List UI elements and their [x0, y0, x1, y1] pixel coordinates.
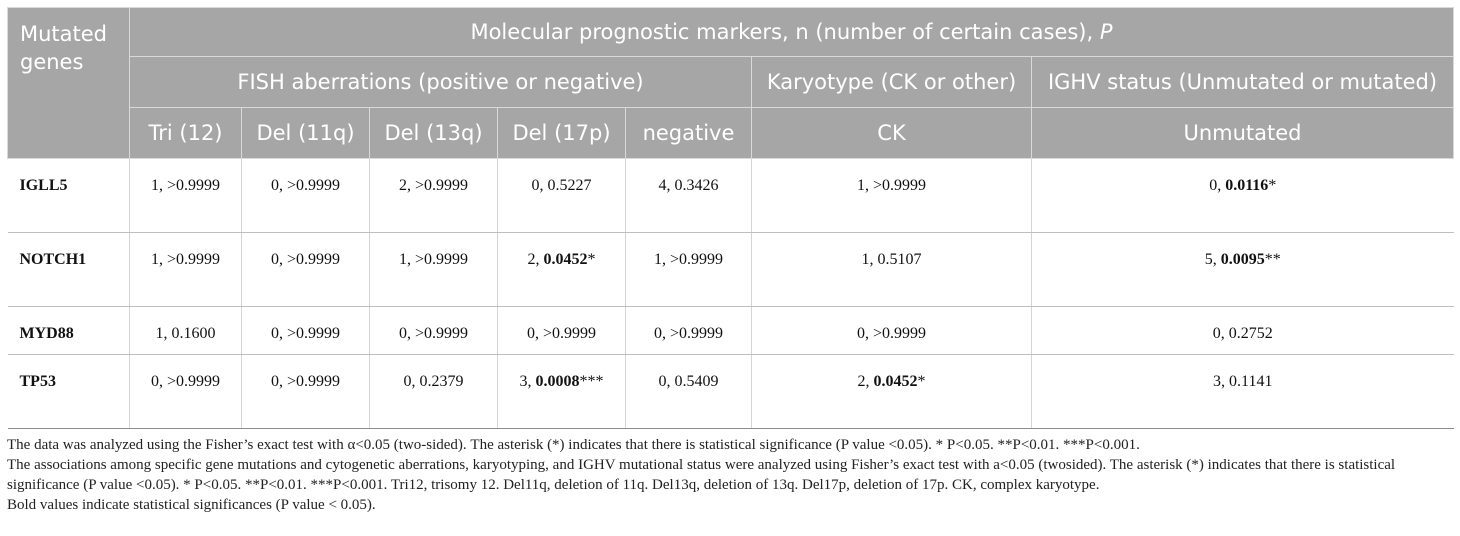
col-unmutated: Unmutated: [1030, 107, 1455, 159]
table-row: TP53 0, >0.9999 0, >0.9999 0, 0.2379 3, 0.00…: [7, 354, 1454, 429]
table-cell: 2, >0.9999: [369, 158, 498, 233]
table-cell: 1, 0.5107: [751, 232, 1032, 307]
cell-value: 0, 0.2379: [403, 373, 464, 390]
gene-name: NOTCH1: [7, 232, 130, 307]
table-figure: Mutated genes Molecular prognostic marke…: [7, 7, 1455, 515]
header-karyotype: Karyotype (CK or other): [751, 56, 1032, 108]
gene-name: MYD88: [7, 306, 130, 355]
table-cell: 0, >0.9999: [241, 306, 370, 355]
cell-value: 1, >0.9999: [398, 251, 469, 268]
cell-significant-p: 0.0008: [535, 373, 580, 390]
cell-value: 3, 0.1141: [1213, 373, 1273, 390]
col-tri12: Tri (12): [129, 107, 242, 159]
prognostic-markers-table: Mutated genes Molecular prognostic marke…: [7, 7, 1455, 429]
table-cell: 1, >0.9999: [129, 158, 242, 233]
table-cell: 1, >0.9999: [129, 232, 242, 307]
cell-significant-p: 0.0452: [543, 251, 588, 268]
cell-value: 5,: [1204, 251, 1221, 268]
table-cell: 0, >0.9999: [625, 306, 752, 355]
cell-value: 1, 0.1600: [155, 325, 216, 342]
table-cell: 2, 0.0452*: [497, 232, 626, 307]
table-cell: 0, 0.0116*: [1030, 158, 1454, 233]
table-cell: 0, 0.5409: [625, 354, 752, 429]
cell-value: 0, >0.9999: [270, 177, 341, 194]
cell-value: 0,: [1209, 177, 1226, 194]
header-mutated-genes: Mutated genes: [7, 7, 130, 159]
cell-value: 2,: [857, 373, 874, 390]
table-cell: 0, 0.2379: [369, 354, 498, 429]
cell-value: 1, >0.9999: [856, 177, 927, 194]
cell-value: 0, >0.9999: [270, 325, 341, 342]
header-molecular-markers: Molecular prognostic markers, n (number …: [128, 7, 1455, 57]
cell-significant-p: 0.0116: [1225, 177, 1269, 194]
col-del17p: Del (17p): [497, 107, 626, 159]
header-top-text: Molecular prognostic markers, n (number …: [470, 20, 1100, 44]
cell-value: 1, >0.9999: [150, 251, 221, 268]
cell-value: 1, >0.9999: [150, 177, 221, 194]
cell-value: 0, 0.5227: [531, 177, 592, 194]
cell-value: 2,: [527, 251, 544, 268]
cell-value: 0, 0.2752: [1212, 325, 1273, 342]
cell-value: 1, 0.5107: [861, 251, 922, 268]
cell-value: 0, >0.9999: [653, 325, 724, 342]
table-row: MYD88 1, 0.1600 0, >0.9999 0, >0.9999 0, >0.…: [7, 306, 1454, 355]
table-row: IGLL5 1, >0.9999 0, >0.9999 2, >0.9999 0, 0.…: [7, 158, 1454, 233]
table-cell: 0, >0.9999: [369, 306, 498, 355]
cell-value: 0, >0.9999: [270, 373, 341, 390]
footnote-3: Bold values indicate statistical signifi…: [7, 497, 376, 513]
cell-value: 0, 0.5409: [658, 373, 719, 390]
cell-value: 0, >0.9999: [526, 325, 597, 342]
table-cell: 5, 0.0095**: [1030, 232, 1454, 307]
col-negative: negative: [625, 107, 752, 159]
table-cell: 0, >0.9999: [241, 232, 370, 307]
table-row: NOTCH1 1, >0.9999 0, >0.9999 1, >0.9999 2, 0…: [7, 232, 1454, 307]
table-cell: 0, 0.5227: [497, 158, 626, 233]
header-fish: FISH aberrations (positive or negative): [129, 56, 752, 108]
table-cell: 3, 0.1141: [1030, 354, 1454, 429]
header-top-p: P: [1099, 20, 1113, 44]
cell-asterisks: **: [1264, 251, 1281, 268]
footnote-1: The data was analyzed using the Fisher’s…: [7, 437, 1140, 453]
cell-asterisks: *: [917, 373, 926, 390]
cell-value: 0, >0.9999: [856, 325, 927, 342]
gene-name: IGLL5: [7, 158, 130, 233]
cell-value: 0, >0.9999: [398, 325, 469, 342]
header-ighv: IGHV status (Unmutated or mutated): [1030, 56, 1455, 108]
cell-value: 0, >0.9999: [150, 373, 221, 390]
footnote-2: The associations among specific gene mut…: [7, 457, 1396, 493]
col-del11q: Del (11q): [241, 107, 370, 159]
cell-asterisks: *: [1268, 177, 1277, 194]
table-cell: 1, >0.9999: [369, 232, 498, 307]
table-cell: 0, 0.2752: [1030, 306, 1454, 355]
table-cell: 4, 0.3426: [625, 158, 752, 233]
table-cell: 0, >0.9999: [129, 354, 242, 429]
table-cell: 2, 0.0452*: [751, 354, 1032, 429]
table-cell: 1, >0.9999: [625, 232, 752, 307]
cell-significant-p: 0.0095: [1220, 251, 1265, 268]
gene-name: TP53: [7, 354, 130, 429]
cell-value: 2, >0.9999: [398, 177, 469, 194]
table-cell: 0, >0.9999: [497, 306, 626, 355]
cell-asterisks: ***: [579, 373, 604, 390]
cell-significant-p: 0.0452: [873, 373, 918, 390]
table-cell: 1, >0.9999: [751, 158, 1032, 233]
cell-value: 1, >0.9999: [653, 251, 724, 268]
table-cell: 3, 0.0008***: [497, 354, 626, 429]
col-ck: CK: [751, 107, 1032, 159]
cell-value: 4, 0.3426: [658, 177, 719, 194]
cell-value: 3,: [519, 373, 536, 390]
table-cell: 0, >0.9999: [241, 158, 370, 233]
table-footnotes: The data was analyzed using the Fisher’s…: [7, 435, 1453, 515]
cell-value: 0, >0.9999: [270, 251, 341, 268]
table-cell: 1, 0.1600: [129, 306, 242, 355]
table-cell: 0, >0.9999: [241, 354, 370, 429]
col-del13q: Del (13q): [369, 107, 498, 159]
table-cell: 0, >0.9999: [751, 306, 1032, 355]
cell-asterisks: *: [587, 251, 596, 268]
